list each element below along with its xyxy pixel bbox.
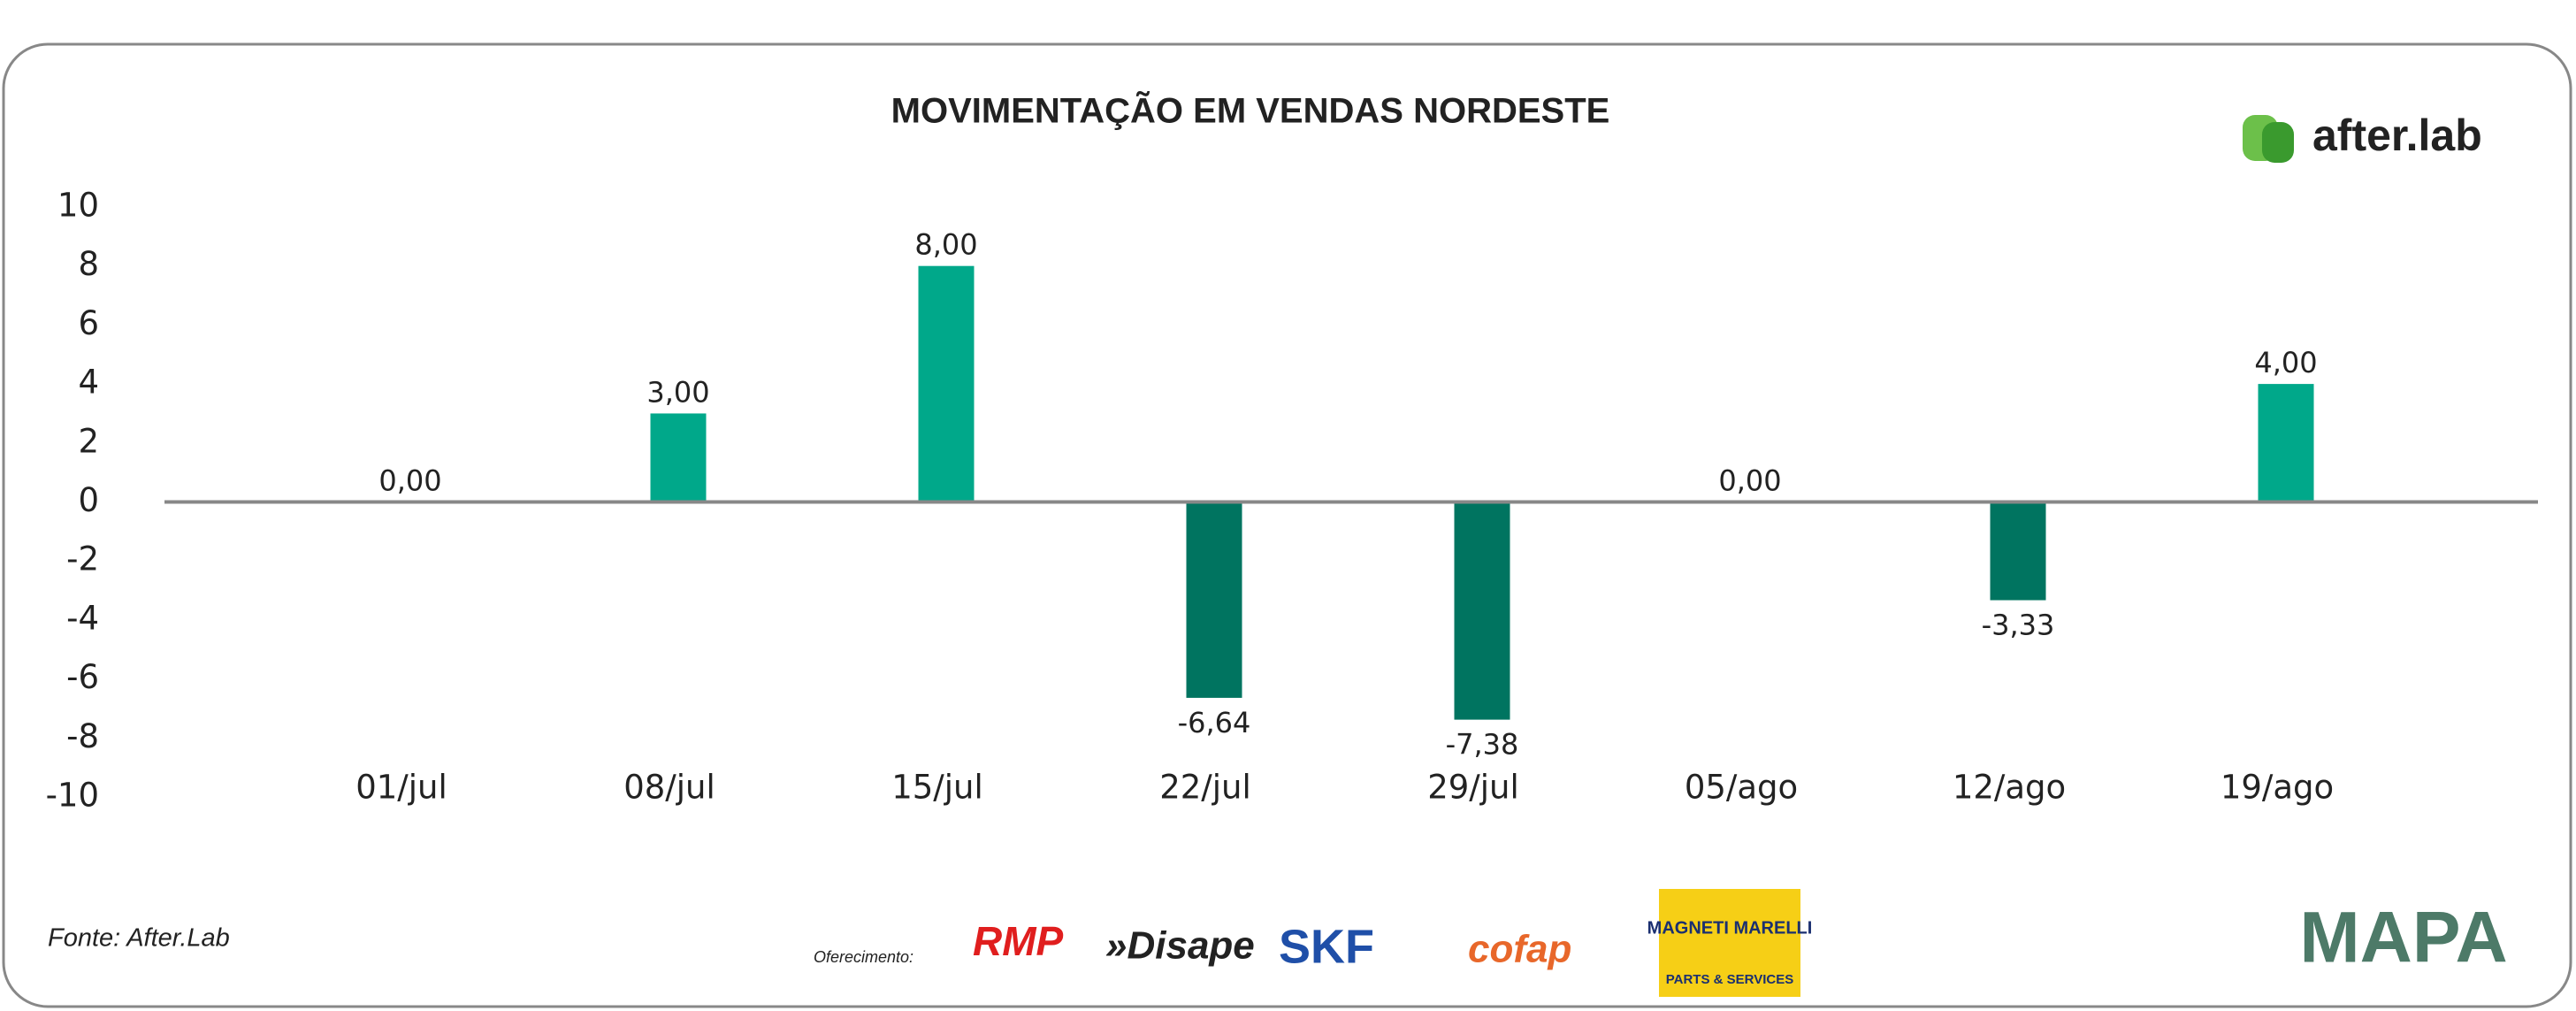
y-tick-label: -2 [66,540,99,578]
bar [918,265,975,502]
y-tick-label: -10 [46,777,99,815]
bar [1454,502,1510,720]
y-tick-label: -6 [66,658,99,696]
y-tick-label: 4 [78,364,99,402]
chart-title: MOVIMENTAÇÃO EM VENDAS NORDESTE [891,90,1610,131]
bar [650,413,707,502]
brand-text: after.lab [2312,111,2482,160]
x-tick-label: 22/jul [1159,769,1251,807]
y-tick-label: 2 [78,422,99,460]
bar [2258,384,2314,502]
y-tick-label: -4 [66,599,99,637]
value-label: 8,00 [914,228,977,262]
sponsor-logo: PARTS & SERVICES [1666,972,1793,987]
partner-logo: MAPA [2299,898,2507,978]
bar [1186,502,1242,698]
x-tick-label: 12/ago [1953,769,2066,807]
x-tick-label: 15/jul [891,769,983,807]
y-tick-label: 0 [78,481,99,519]
sponsor-box [1659,889,1800,997]
value-label: -7,38 [1446,728,1519,762]
sponsor-logo: »Disape [1105,924,1255,968]
x-tick-label: 01/jul [355,769,447,807]
source: Fonte: After.Lab [48,924,230,953]
sponsors-label: Oferecimento: [814,948,913,966]
sponsor-logo: MAGNETI MARELLI [1647,918,1813,938]
y-tick-label: 6 [78,304,99,342]
y-tick-label: -8 [66,717,99,755]
x-tick-label: 19/ago [2221,769,2334,807]
value-label: -3,33 [1982,609,2055,642]
sponsor-logo: RMP [973,918,1064,964]
value-label: -6,64 [1178,706,1251,739]
logo-shape [2262,122,2294,163]
x-tick-label: 29/jul [1427,769,1519,807]
sponsor-logo: cofap [1468,928,1571,971]
x-tick-label: 05/ago [1685,769,1798,807]
y-tick-label: 10 [57,187,99,225]
x-tick-label: 08/jul [623,769,715,807]
value-label: 0,00 [1718,464,1781,498]
sponsor-logo: SKF [1279,920,1374,973]
value-label: 0,00 [378,464,441,498]
brand-logo: after.lab [2243,111,2482,163]
value-label: 3,00 [646,375,709,409]
bar [1990,502,2046,601]
y-tick-label: 8 [78,245,99,283]
frame [2,42,2572,1008]
value-label: 4,00 [2254,346,2317,379]
